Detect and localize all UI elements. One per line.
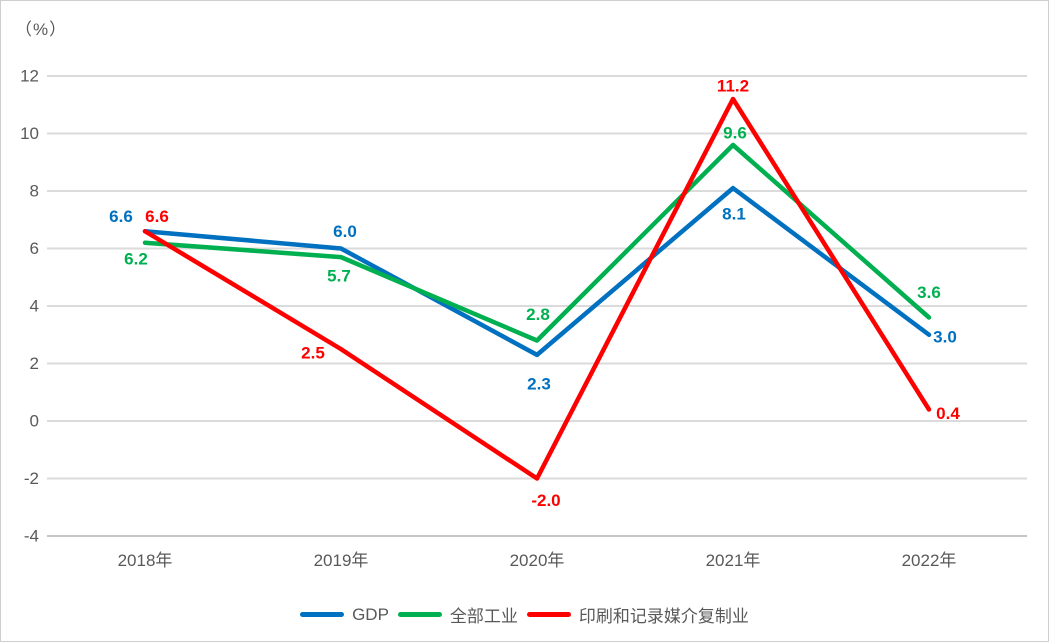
data-label-printing-media: -2.0 (531, 491, 560, 510)
x-axis-tick-label: 2018年 (118, 551, 173, 570)
legend-swatch-gdp (300, 612, 345, 617)
data-label-all-industry: 2.8 (526, 305, 550, 324)
legend-label-printing-media: 印刷和记录媒介复制业 (578, 607, 749, 626)
legend-swatch-printing-media (526, 612, 571, 617)
legend-label-all-industry: 全部工业 (449, 607, 518, 626)
y-axis-tick-label: -4 (24, 527, 39, 546)
chart-legend: GDP 全部工业 印刷和记录媒介复制业 (1, 602, 1048, 627)
line-chart-plot: 12 10 8 6 4 2 0 -2 -4 2018年 2019年 2020年 2021年 2022年 6.… (20, 67, 1027, 570)
data-label-gdp: 8.1 (722, 205, 746, 224)
legend-item-all-industry: 全部工业 (397, 602, 518, 627)
x-axis-tick-label: 2020年 (510, 551, 565, 570)
y-axis-tick-label: 4 (30, 297, 39, 316)
data-label-gdp: 2.3 (527, 374, 551, 393)
data-label-printing-media: 0.4 (936, 404, 960, 423)
x-axis-tick-label: 2021年 (706, 551, 761, 570)
data-label-all-industry: 3.6 (917, 283, 941, 302)
data-label-gdp: 6.6 (109, 207, 133, 226)
data-label-all-industry: 6.2 (124, 249, 148, 268)
legend-item-gdp: GDP (300, 605, 389, 625)
legend-item-printing-media: 印刷和记录媒介复制业 (526, 602, 749, 627)
y-axis-tick-label: 0 (30, 412, 39, 431)
y-axis-tick-label: 8 (30, 182, 39, 201)
data-label-gdp: 3.0 (933, 327, 957, 346)
data-label-printing-media: 6.6 (145, 207, 169, 226)
data-label-all-industry: 9.6 (723, 124, 747, 143)
x-axis-tick-label: 2019年 (314, 551, 369, 570)
series-line-gdp (142, 185, 932, 358)
y-axis-unit-label: （%） (15, 20, 68, 39)
data-label-all-industry: 5.7 (327, 267, 351, 286)
y-axis-tick-label: 6 (30, 239, 39, 258)
y-axis-tick-label: -2 (24, 469, 39, 488)
data-label-printing-media: 2.5 (301, 344, 325, 363)
y-axis-tick-label: 2 (30, 354, 39, 373)
y-axis-tick-label: 10 (20, 124, 39, 143)
legend-swatch-all-industry (397, 612, 442, 617)
x-axis-tick-label: 2022年 (902, 551, 957, 570)
legend-label-gdp: GDP (352, 604, 389, 624)
series-line-printing-media (142, 96, 932, 481)
data-label-printing-media: 11.2 (717, 77, 749, 96)
y-axis-tick-label: 12 (20, 67, 39, 86)
data-label-gdp: 6.0 (333, 222, 357, 241)
